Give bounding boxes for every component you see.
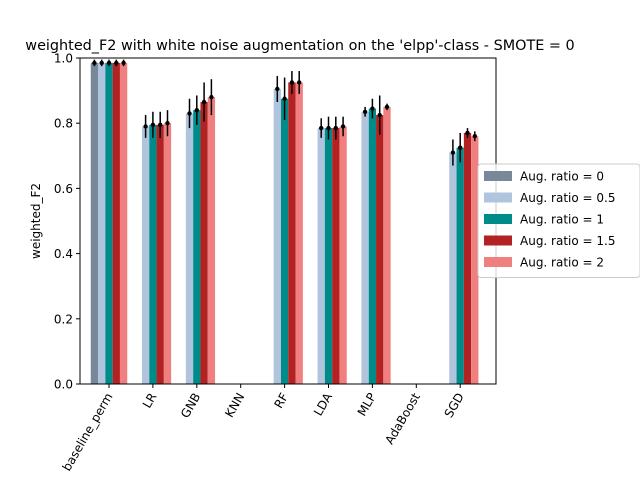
y-tick-label: 0.2 — [54, 312, 73, 326]
bar — [376, 115, 384, 385]
bar — [471, 136, 479, 384]
bar — [207, 97, 216, 385]
bar — [456, 147, 464, 384]
bar — [295, 82, 303, 384]
bar — [98, 62, 106, 384]
data-point — [106, 60, 112, 66]
data-point — [377, 112, 382, 118]
data-point — [458, 145, 463, 150]
data-point — [201, 99, 207, 105]
data-point — [150, 122, 156, 128]
legend-swatch — [484, 214, 512, 224]
bar — [273, 88, 281, 384]
x-tick-label: MLP — [355, 391, 379, 419]
bar — [339, 126, 347, 385]
data-point — [289, 80, 295, 85]
y-tick-label: 0.0 — [54, 378, 73, 392]
y-tick-label: 0.4 — [54, 247, 73, 261]
bar — [119, 62, 128, 384]
bar — [288, 82, 296, 384]
y-tick-label: 1.0 — [54, 52, 73, 66]
bar — [185, 113, 194, 385]
legend-label: Aug. ratio = 0 — [520, 170, 604, 184]
bar — [449, 152, 457, 384]
legend-frame — [477, 163, 640, 278]
x-tick-label: SGD — [442, 391, 467, 421]
bar — [163, 123, 172, 384]
bar — [317, 128, 325, 384]
bar — [149, 124, 157, 384]
bar — [156, 124, 164, 384]
x-tick-label: KNN — [222, 391, 247, 420]
bar — [368, 108, 377, 384]
data-point — [319, 125, 324, 131]
bar — [383, 106, 391, 385]
data-point — [333, 125, 338, 131]
data-point — [297, 80, 302, 85]
x-axis: baseline_perm LR GNB KNN RF LDA MLP AdaBoost SGD — [60, 384, 467, 473]
bar — [90, 62, 99, 384]
bar — [193, 110, 201, 384]
data-point — [282, 96, 287, 101]
data-point — [165, 121, 170, 126]
bar — [332, 128, 340, 384]
bar — [141, 126, 150, 385]
bar — [324, 128, 333, 384]
x-tick-label: AdaBoost — [382, 390, 423, 446]
bar — [280, 98, 289, 384]
bars-layer — [90, 62, 479, 385]
data-point — [465, 130, 470, 136]
legend-swatch — [484, 192, 512, 203]
bar — [463, 132, 472, 384]
legend-swatch — [484, 235, 512, 246]
legend-swatch — [484, 171, 512, 181]
data-point — [92, 60, 97, 66]
data-point — [326, 125, 331, 131]
data-point — [121, 60, 126, 66]
bar — [200, 102, 208, 384]
data-point — [275, 86, 280, 92]
data-point — [209, 94, 214, 100]
x-tick-label: GNB — [178, 391, 203, 421]
x-tick-label: baseline_perm — [60, 391, 116, 474]
bar — [112, 62, 120, 384]
errorbars-layer — [92, 59, 477, 166]
x-tick-label: LDA — [311, 390, 335, 418]
chart-title: weighted_F2 with white noise augmentatio… — [25, 38, 574, 54]
data-point — [384, 104, 390, 110]
bar — [105, 62, 113, 384]
legend-label: Aug. ratio = 1.5 — [520, 234, 616, 248]
y-tick-label: 0.6 — [54, 182, 73, 196]
legend: Aug. ratio = 0 Aug. ratio = 0.5 Aug. ratio… — [477, 163, 640, 278]
data-point — [99, 60, 104, 66]
data-point — [143, 124, 148, 129]
bar — [361, 111, 369, 384]
legend-label: Aug. ratio = 0.5 — [520, 191, 616, 205]
data-point — [450, 150, 456, 155]
data-point — [194, 107, 199, 113]
data-point — [340, 124, 346, 129]
legend-label: Aug. ratio = 1 — [520, 213, 604, 227]
data-point — [187, 111, 192, 116]
legend-label: Aug. ratio = 2 — [520, 256, 604, 270]
x-tick-label: LR — [140, 391, 160, 411]
y-axis: 0.0 0.2 0.4 0.6 0.8 1.0 — [54, 52, 80, 392]
data-point — [362, 109, 368, 114]
data-point — [370, 106, 375, 111]
y-tick-label: 0.8 — [54, 117, 73, 131]
data-point — [114, 60, 119, 66]
legend-swatch — [484, 257, 512, 267]
data-point — [472, 134, 477, 139]
data-point — [158, 122, 163, 128]
x-tick-label: RF — [271, 390, 291, 410]
y-axis-label: weighted_F2 — [29, 183, 43, 259]
